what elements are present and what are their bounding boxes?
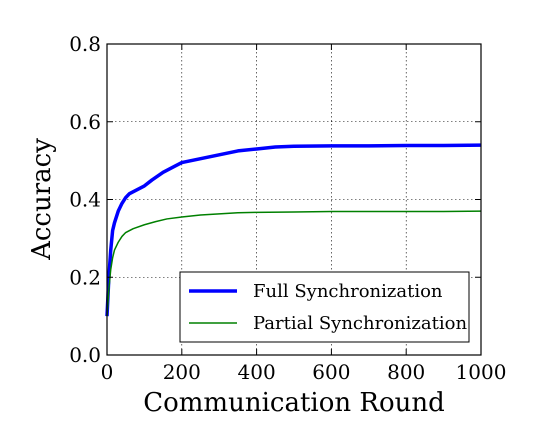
x-axis-label: Communication Round [143,388,445,418]
y-tick-label: 0.0 [69,343,101,367]
x-tick-label: 400 [238,360,276,384]
x-tick-label: 0 [101,360,114,384]
y-tick-label: 0.4 [69,188,101,212]
y-tick-label: 0.6 [69,110,101,134]
axis-ticks: 0 200 400 600 800 1000 0.0 0.2 0.4 0.6 0.8 [69,32,506,384]
legend-label-full-synchronization: Full Synchronization [253,281,443,302]
legend-box [179,271,470,343]
x-tick-label: 800 [387,360,425,384]
x-tick-label: 200 [163,360,201,384]
legend: Full Synchronization Partial Synchroniza… [179,271,470,343]
y-tick-label: 0.2 [69,265,101,289]
x-tick-label: 1000 [456,360,507,384]
series-line-full-synchronization [105,143,482,317]
series-lines [105,143,482,317]
series-line-partial-synchronization [106,210,482,317]
x-tick-label: 600 [312,360,350,384]
y-tick-label: 0.8 [69,32,101,56]
legend-label-partial-synchronization: Partial Synchronization [253,313,467,334]
y-axis-label: Accuracy [27,138,57,261]
